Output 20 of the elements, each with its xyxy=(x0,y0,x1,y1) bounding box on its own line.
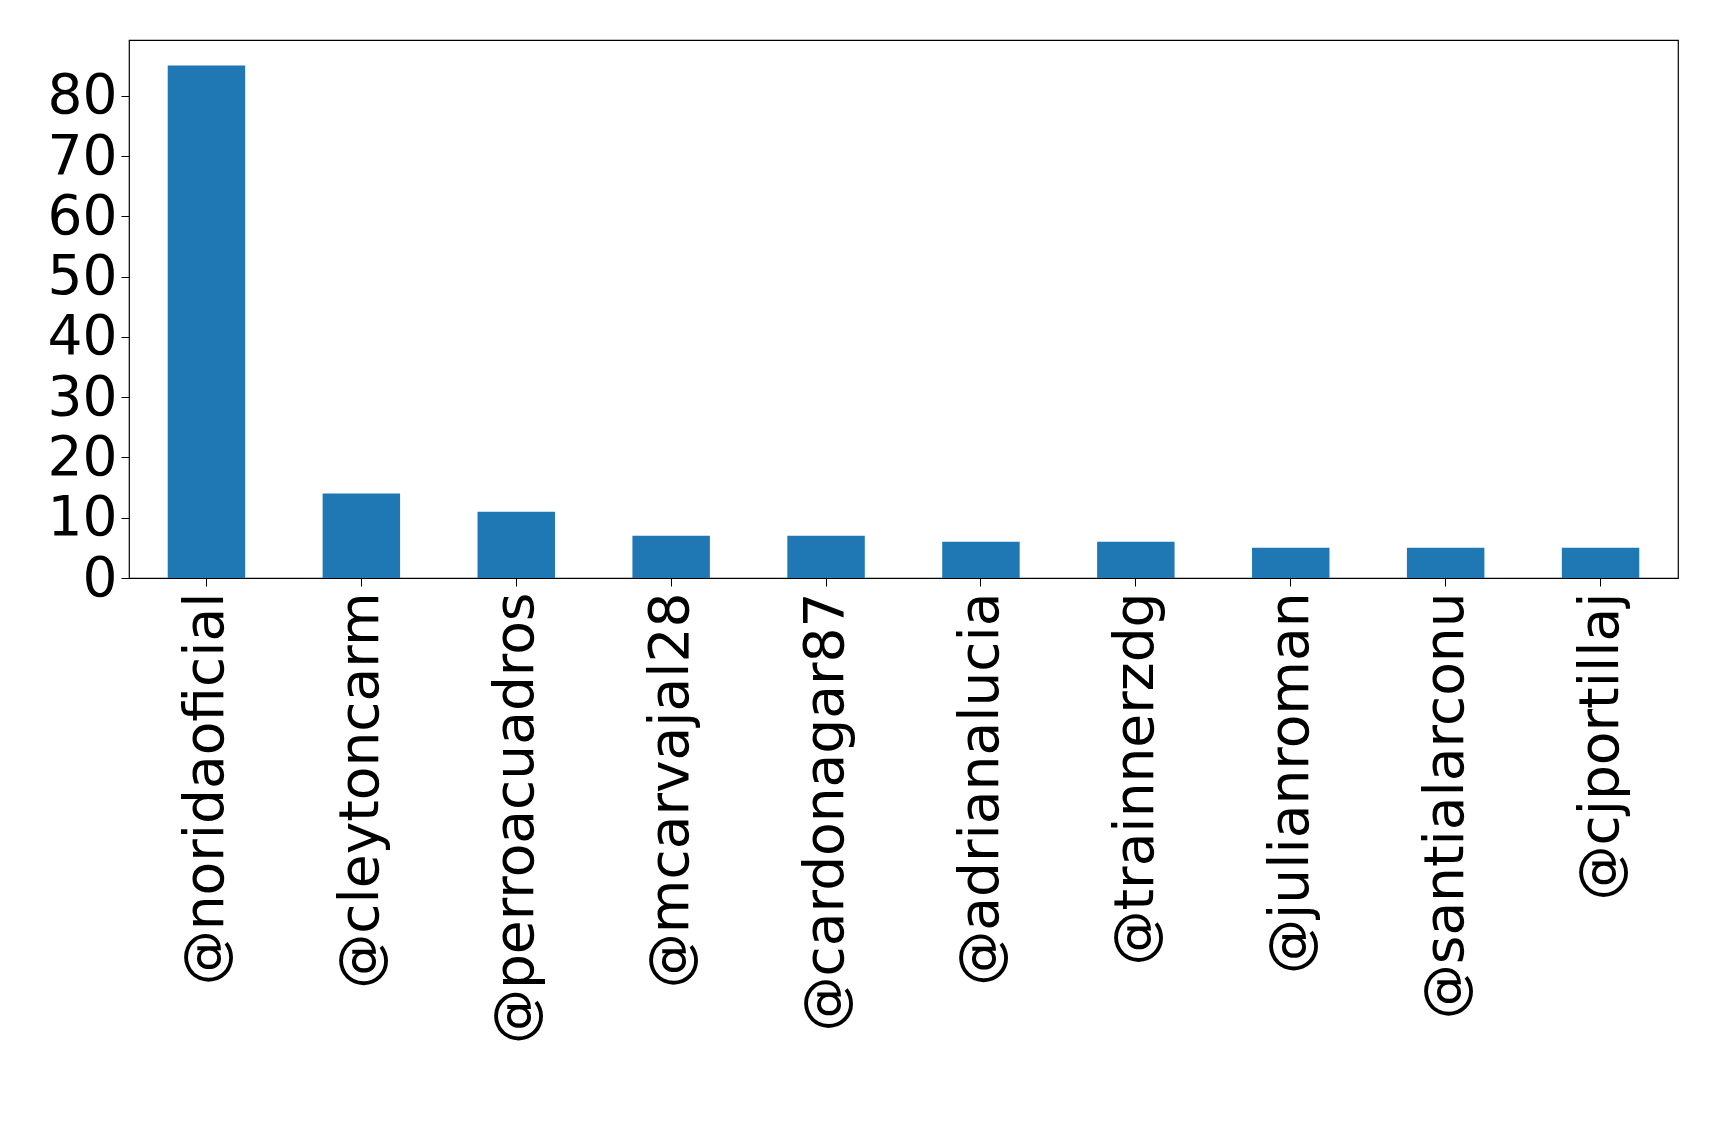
bar xyxy=(942,541,1020,578)
x-tick-label: @trainnerzdg xyxy=(1101,592,1166,966)
bar xyxy=(322,493,401,578)
bar xyxy=(1097,541,1175,578)
x-tick-label: @perroacuadros xyxy=(482,592,547,1045)
bar xyxy=(477,511,555,578)
x-tick-label: @mcarvajal28 xyxy=(637,592,702,989)
x-tick-label: @cardonagar87 xyxy=(792,592,857,1032)
x-tick-label: @noridaoficial xyxy=(172,592,237,986)
bar xyxy=(787,535,865,578)
x-tick-label: @julianroman xyxy=(1256,592,1321,974)
x-tick-label: @santialarconu xyxy=(1411,592,1476,1020)
bar xyxy=(1252,547,1330,578)
x-tick-label: @adrianalucia xyxy=(946,592,1011,986)
bar xyxy=(167,65,246,578)
bar xyxy=(632,535,710,578)
bar xyxy=(1561,547,1640,578)
x-tick-label: @cjportillaj xyxy=(1566,592,1631,901)
bar xyxy=(1406,547,1485,578)
x-tick-label: @cleytoncarm xyxy=(327,592,392,989)
